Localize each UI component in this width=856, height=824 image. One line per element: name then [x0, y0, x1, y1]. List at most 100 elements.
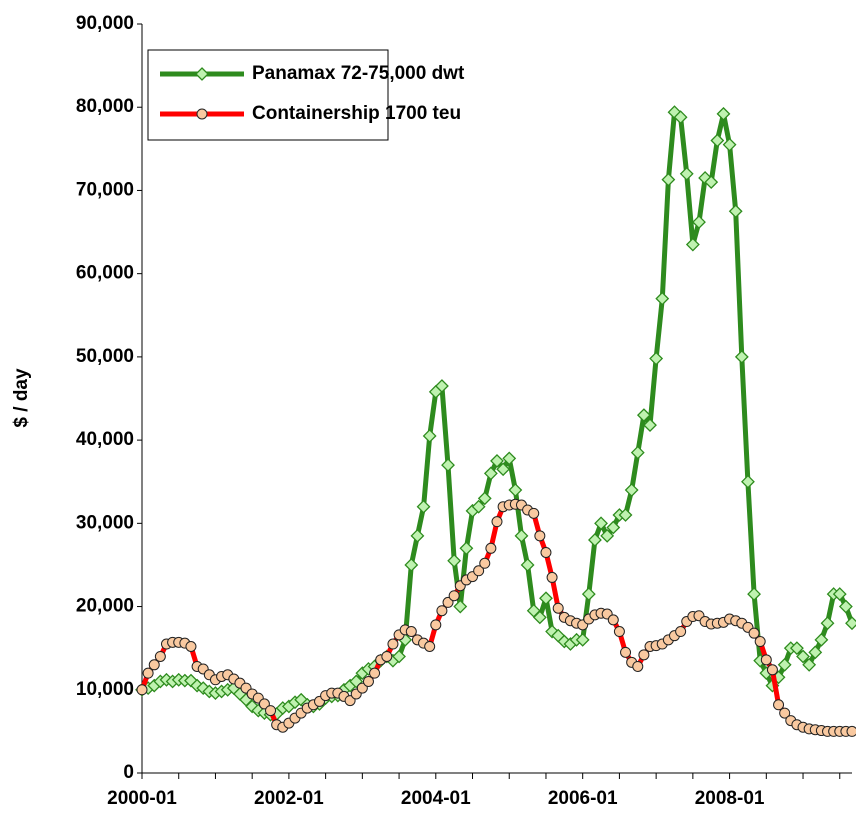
data-point — [496, 462, 511, 477]
data-point — [820, 616, 835, 631]
data-point — [673, 110, 688, 125]
data-point — [434, 379, 449, 393]
x-tick-label: 2008-01 — [695, 788, 765, 809]
data-point — [410, 528, 425, 543]
data-point — [741, 474, 755, 489]
data-point — [638, 649, 650, 661]
data-point — [154, 650, 166, 662]
data-point — [442, 596, 454, 608]
data-point — [473, 565, 485, 577]
data-point — [630, 445, 645, 460]
data-point — [422, 429, 437, 443]
data-point — [539, 591, 553, 606]
data-point — [424, 641, 436, 653]
data-point — [655, 291, 670, 306]
data-point — [148, 659, 160, 671]
data-point — [404, 558, 419, 572]
data-point — [624, 483, 639, 497]
data-point — [692, 215, 706, 229]
data-point — [613, 626, 625, 638]
data-point — [704, 175, 719, 190]
data-point — [679, 166, 694, 181]
data-point — [490, 453, 504, 468]
y-tick-label: 60,000 — [76, 263, 134, 284]
data-point — [392, 649, 406, 664]
data-point — [265, 705, 277, 717]
data-point — [649, 351, 664, 366]
data-point — [184, 673, 198, 688]
data-point — [636, 408, 651, 423]
data-point — [588, 533, 602, 547]
data-point — [685, 237, 700, 252]
data-point — [258, 698, 270, 710]
data-point — [502, 451, 517, 466]
data-point — [716, 106, 731, 121]
y-tick-label: 20,000 — [76, 596, 134, 617]
data-point — [606, 520, 621, 535]
data-point — [142, 667, 154, 679]
data-point — [748, 627, 760, 639]
data-point — [796, 649, 810, 664]
legend-label: Containership 1700 teu — [252, 103, 461, 124]
data-point — [185, 641, 197, 653]
data-point — [838, 599, 853, 614]
data-point — [600, 528, 615, 543]
data-point — [832, 587, 847, 601]
data-point — [754, 636, 766, 648]
data-point — [661, 172, 676, 187]
data-point — [471, 499, 486, 514]
y-tick-label: 80,000 — [76, 96, 134, 117]
data-point — [632, 660, 644, 672]
data-point — [667, 105, 682, 120]
data-point — [618, 508, 633, 522]
data-point — [528, 507, 540, 519]
data-point — [447, 553, 462, 568]
data-point — [760, 654, 772, 666]
y-tick-label: 0 — [123, 762, 134, 783]
data-point — [508, 483, 523, 497]
legend-marker — [196, 108, 208, 120]
data-point — [416, 499, 431, 514]
data-point — [532, 610, 547, 625]
data-point — [430, 619, 442, 631]
data-point — [728, 204, 743, 219]
data-point — [483, 466, 498, 481]
data-point — [710, 133, 725, 148]
data-point — [459, 541, 474, 556]
data-point — [734, 349, 749, 364]
data-point — [453, 599, 468, 614]
data-point — [136, 684, 148, 696]
data-point — [643, 418, 657, 433]
data-point — [779, 707, 791, 719]
y-tick-label: 40,000 — [76, 429, 134, 450]
data-point — [387, 638, 399, 650]
data-point — [436, 605, 448, 617]
data-point — [722, 137, 737, 152]
x-tick-label: 2004-01 — [401, 788, 471, 809]
data-point — [846, 725, 856, 737]
y-tick-label: 10,000 — [76, 679, 134, 700]
data-point — [766, 664, 778, 676]
data-point — [514, 528, 529, 543]
data-point — [381, 650, 393, 662]
data-point — [773, 699, 785, 711]
data-point — [802, 657, 817, 672]
x-tick-label: 2000-01 — [107, 788, 177, 809]
data-point — [344, 695, 356, 707]
data-point — [747, 587, 761, 601]
data-point — [534, 530, 546, 542]
y-tick-label: 90,000 — [76, 13, 134, 34]
data-point — [405, 626, 417, 638]
data-point — [362, 675, 374, 687]
data-point — [369, 667, 381, 679]
data-point — [607, 614, 619, 626]
data-point — [675, 626, 687, 638]
data-point — [581, 587, 596, 601]
data-point — [546, 571, 558, 583]
data-point — [540, 546, 552, 558]
data-point — [349, 674, 364, 689]
legend-label: Panamax 72-75,000 dwt — [252, 63, 465, 84]
y-tick-label: 30,000 — [76, 512, 134, 533]
data-point — [845, 616, 856, 631]
